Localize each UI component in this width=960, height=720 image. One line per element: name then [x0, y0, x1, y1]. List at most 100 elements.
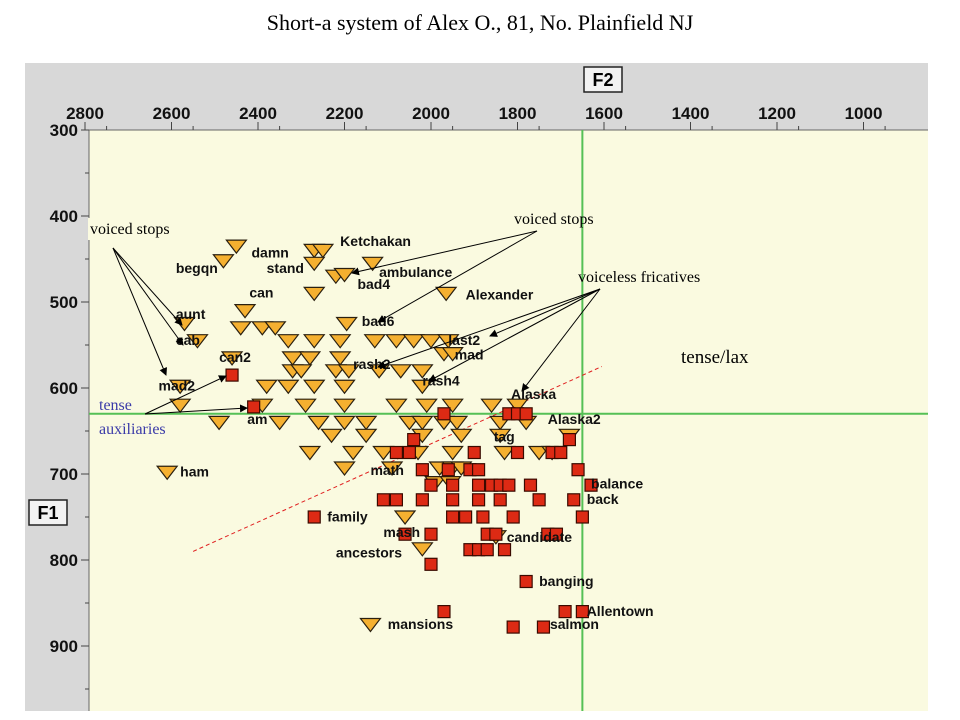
y-tick-label: 300 [50, 121, 78, 140]
arrow-voiced-top-bad6 [377, 230, 538, 323]
tense-token [536, 620, 551, 634]
tense-token [562, 433, 577, 447]
tense-token [571, 463, 585, 477]
lax-token [303, 256, 326, 272]
lax-token [307, 415, 330, 431]
word-label: mad [455, 347, 484, 363]
arrow-aux-can2 [144, 375, 227, 415]
word-label: back [587, 491, 619, 507]
tense-token [519, 574, 533, 589]
lax-token [186, 334, 209, 349]
lax-token [333, 398, 356, 414]
lax-token [380, 461, 404, 476]
data-points [155, 239, 598, 634]
word-label: family [327, 508, 368, 524]
lax-token [168, 398, 192, 414]
lax-token [298, 445, 322, 461]
lax-token [441, 445, 464, 461]
lax-token [411, 542, 434, 557]
x-tick-label: 2200 [326, 104, 364, 123]
tense-token [493, 493, 507, 507]
x-axis: 2800 2600 2400 2200 2000 1800 1600 1400 1200 1000… [66, 66, 886, 130]
lax-token [361, 256, 384, 272]
lax-token [411, 415, 434, 431]
word-label: last2 [448, 332, 480, 348]
tense-token [402, 445, 416, 460]
arrow-voiced-left-cab [112, 247, 184, 346]
arrow-fric-rash2 [377, 288, 601, 369]
lax-token [385, 334, 408, 349]
lax-token [385, 398, 408, 414]
word-label: salmon [550, 616, 599, 632]
lax-token [303, 379, 326, 395]
tense-token [471, 493, 486, 507]
lax-token [402, 334, 425, 349]
x-tick-label: 2400 [239, 104, 277, 123]
lax-token [281, 351, 304, 366]
tense-token [424, 478, 438, 492]
tense-token [567, 493, 581, 507]
tense-token [489, 527, 503, 541]
lax-token [506, 398, 529, 414]
lax-token [220, 351, 244, 366]
x-tick-label: 1400 [672, 104, 710, 123]
annotation-tense-lax: tense/lax [681, 347, 749, 368]
word-label: can2 [219, 349, 251, 365]
x-tick-label: 1200 [758, 104, 796, 123]
tense-token [437, 604, 451, 619]
tense-token [307, 510, 321, 524]
word-label: am [247, 411, 267, 427]
word-label: Ketchakan [340, 233, 411, 249]
tense-token [519, 407, 533, 421]
tense-token [510, 445, 525, 460]
lax-token [229, 321, 252, 336]
lax-token [207, 415, 231, 431]
word-label: damn [252, 244, 289, 260]
lax-token [411, 379, 434, 395]
lax-token [488, 428, 512, 444]
lax-token [320, 428, 343, 444]
lax-token [333, 461, 356, 476]
lax-token [268, 415, 291, 431]
lax-token [328, 351, 352, 366]
lax-token [363, 334, 386, 349]
word-label: banging [539, 573, 593, 589]
f1-axis-label: F1 [37, 503, 58, 523]
lax-token [333, 267, 356, 283]
lax-token [225, 239, 248, 255]
annotation-auxiliaries: auxiliaries [99, 421, 166, 438]
lax-token [335, 316, 358, 332]
plot-area [89, 130, 928, 711]
lax-token [303, 334, 326, 349]
annotations: voiced stops voiced stops voiceless fric… [88, 211, 749, 438]
word-label: ancestors [336, 544, 402, 560]
word-label: Alaska2 [548, 411, 601, 427]
lax-token [277, 334, 300, 349]
tense-token [459, 510, 473, 524]
lax-token [437, 334, 460, 349]
word-label: balance [591, 476, 643, 492]
lax-token [303, 286, 326, 302]
tense-token [376, 493, 391, 507]
lax-token [359, 617, 382, 633]
lax-token [389, 364, 412, 379]
lax-token [441, 398, 464, 414]
arrow-fric-alaska [521, 288, 601, 392]
lax-token [415, 398, 438, 414]
tense-token [424, 527, 438, 541]
lax-token [212, 254, 235, 269]
word-label: bad4 [357, 276, 390, 292]
word-label: can [249, 285, 273, 301]
x-tick-label: 1800 [499, 104, 537, 123]
lax-token [419, 334, 443, 349]
word-label: Alexander [466, 286, 534, 302]
tense-token [476, 510, 490, 524]
tense-token [415, 493, 429, 507]
tense-token [389, 445, 403, 460]
word-label: Alaska [511, 386, 556, 402]
tense-token [398, 527, 412, 541]
word-label: Allentown [587, 603, 654, 619]
lax-token [493, 445, 516, 461]
